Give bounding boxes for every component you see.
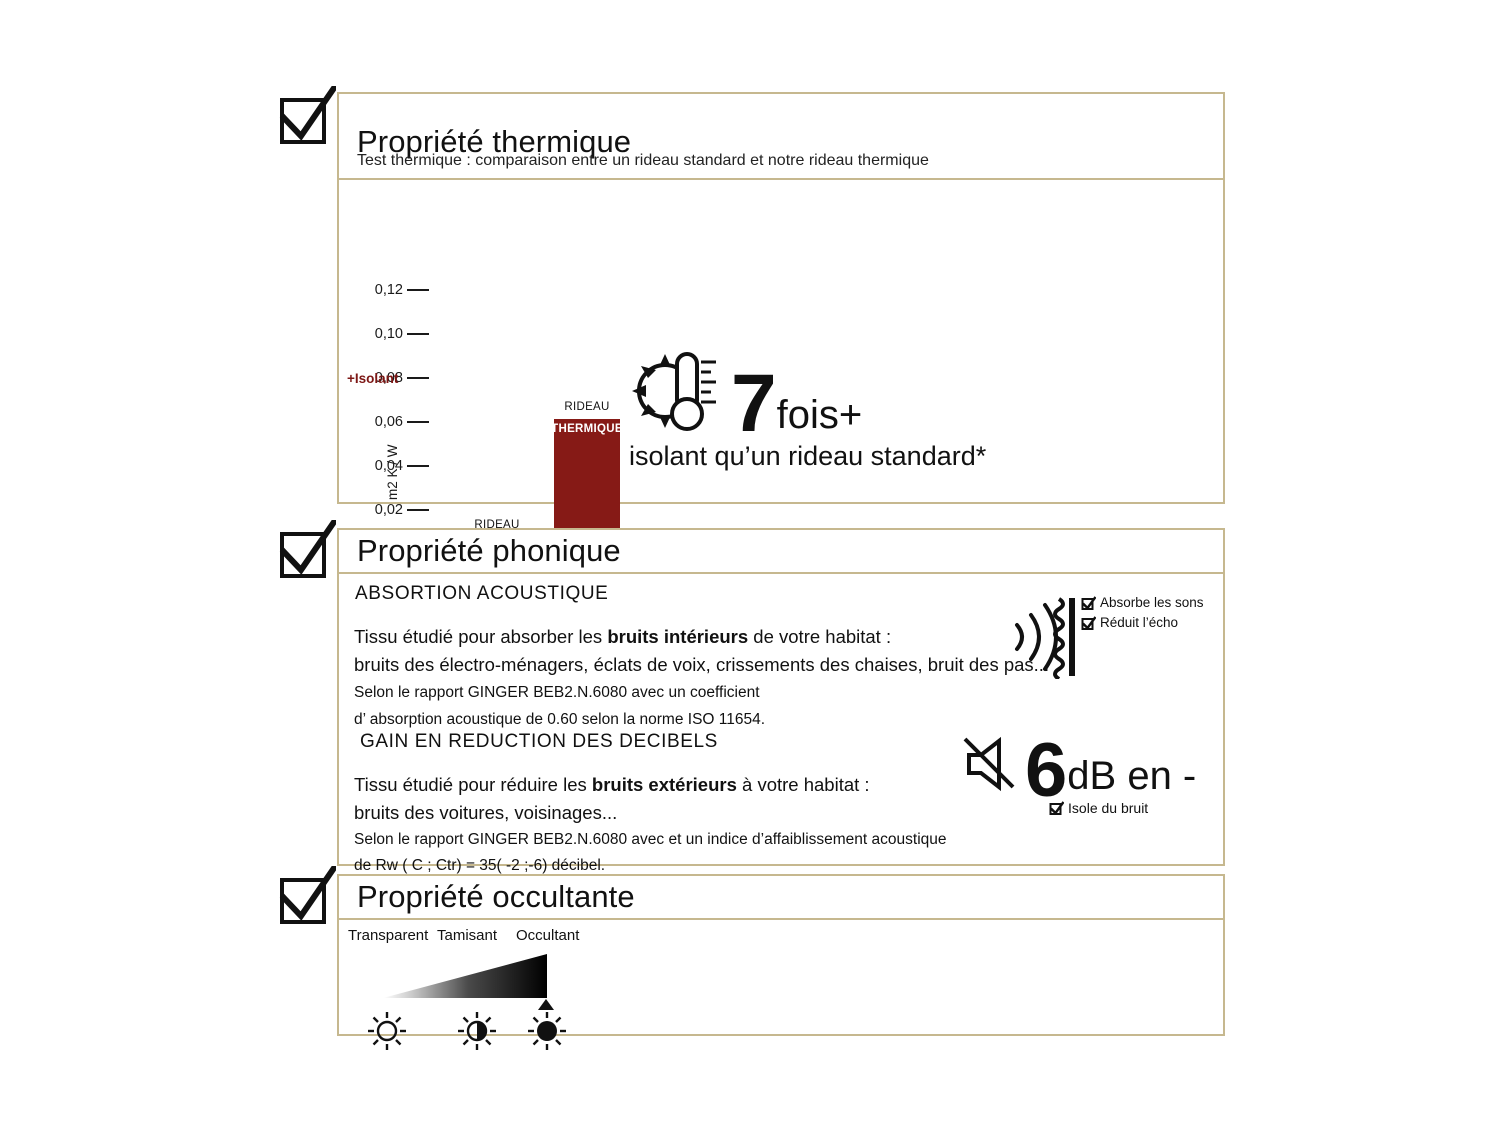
absorption-line-2: bruits des électro-ménagers, éclats de v… — [354, 654, 1050, 675]
decibel-line-1: Tissu étudié pour réduire les bruits ext… — [354, 774, 870, 796]
decibel-value: 6 — [1025, 727, 1068, 813]
thermal-multiplier-value: 7 — [731, 358, 777, 450]
checkmark-box-icon-occultante — [274, 866, 336, 924]
checkmark-box-icon-thermal — [274, 86, 336, 144]
absorption-line-1: Tissu étudié pour absorber les bruits in… — [354, 626, 891, 648]
occultante-label-transparent: Transparent — [348, 927, 429, 944]
checkmark-small-icon-2 — [1081, 615, 1096, 630]
decibel-unit: dB en - — [1067, 754, 1197, 798]
panel-header-phonique: Propriété phonique — [339, 530, 1223, 574]
thermal-highlight-block: 7 fois+ isolant qu’un rideau standard* — [629, 348, 986, 472]
section-head-absorption: ABSORTION ACOUSTIQUE — [355, 583, 609, 604]
occultante-body: Transparent Tamisant Occultant — [339, 920, 1223, 1050]
page-title-phonique: Propriété phonique — [357, 533, 621, 568]
panel-propriete-thermique: Propriété thermique Test thermique : com… — [337, 92, 1225, 579]
decibel-line-1-bold: bruits extérieurs — [591, 774, 737, 795]
ytick-006: 0,06 — [347, 414, 429, 430]
ytick-004: 0,04 — [347, 458, 429, 474]
panel-header-thermal: Propriété thermique Test thermique : com… — [339, 94, 1223, 180]
panel-propriete-phonique: Propriété phonique ABSORTION ACOUSTIQUE … — [337, 528, 1225, 874]
decibel-highlight-block: 6 dB en - Isole du bruit — [961, 727, 1197, 816]
phonique-check-absorbe-label: Absorbe les sons — [1100, 595, 1204, 610]
page-title-occultante: Propriété occultante — [357, 879, 635, 914]
panel-propriete-occultante: Propriété occultante Transparent Tamisan… — [337, 874, 1225, 1050]
absorption-line-1-part-a: Tissu étudié pour absorber les — [354, 626, 608, 647]
sun-thermometer-icon — [629, 348, 721, 439]
thermal-highlight-caption: isolant qu’un rideau standard* — [629, 441, 987, 471]
phonique-check-echo-label: Réduit l’écho — [1100, 615, 1179, 630]
bar-thermique-toplabel: RIDEAU — [564, 401, 610, 413]
absorption-line-3: Selon le rapport GINGER BEB2.N.6080 avec… — [354, 684, 760, 701]
phonique-check-echo: Réduit l’écho — [1081, 615, 1178, 630]
ytick-010: 0,10 — [347, 326, 429, 342]
checkmark-box-icon-phonique — [274, 520, 336, 578]
label-plus-isolant: +Isolant — [347, 371, 399, 386]
soundwave-wall-icon — [1007, 595, 1079, 684]
checkmark-small-icon-3 — [1049, 801, 1065, 815]
decibel-check-isole: Isole du bruit — [1001, 800, 1196, 816]
absorption-line-1-part-c: de votre habitat : — [748, 626, 892, 647]
occultante-label-occultant: Occultant — [516, 927, 580, 944]
sun-empty-icon — [366, 1010, 408, 1057]
page-title-thermal: Propriété thermique — [357, 124, 632, 159]
phonique-body: ABSORTION ACOUSTIQUE Tissu étudié pour a… — [339, 574, 1223, 874]
decibel-line-4: de Rw ( C ; Ctr) = 35( -2 ;-6) décibel. — [354, 857, 606, 874]
sun-full-icon — [526, 1010, 568, 1057]
ytick-008: 0,08 — [347, 370, 429, 386]
ytick-002: 0,02 — [347, 502, 429, 518]
thermal-chart: 0,12 0,10 0,08 0,06 0,04 0,02 0,00 +Isol… — [339, 180, 1223, 579]
phonique-check-absorbe: Absorbe les sons — [1081, 595, 1204, 610]
occultante-label-tamisant: Tamisant — [437, 927, 498, 944]
checkmark-small-icon-1 — [1081, 595, 1096, 610]
thermal-multiplier-unit: fois+ — [776, 393, 863, 437]
decibel-line-2: bruits des voitures, voisinages... — [354, 802, 618, 823]
sun-half-icon — [456, 1010, 498, 1057]
triangle-pointer-icon — [537, 998, 555, 1016]
absorption-line-1-bold: bruits intérieurs — [607, 626, 749, 647]
panel-header-occultante: Propriété occultante — [339, 876, 1223, 920]
opacity-gradient-wedge — [383, 952, 549, 1009]
absorption-line-4: d’ absorption acoustique de 0.60 selon l… — [354, 711, 766, 728]
decibel-check-isole-label: Isole du bruit — [1068, 800, 1149, 816]
chart-y-axis-label: m2 K / W — [385, 444, 400, 500]
panel-subtitle-thermal: Test thermique : comparaison entre un ri… — [357, 152, 929, 169]
bar-thermique-caplabel: THERMIQUE — [551, 419, 623, 438]
ytick-012: 0,12 — [347, 282, 429, 298]
speaker-muted-icon — [961, 735, 1023, 802]
section-head-decibels: GAIN EN REDUCTION DES DECIBELS — [360, 731, 718, 752]
decibel-line-1-part-c: à votre habitat : — [736, 774, 870, 795]
decibel-line-3: Selon le rapport GINGER BEB2.N.6080 avec… — [354, 831, 947, 848]
decibel-line-1-part-a: Tissu étudié pour réduire les — [354, 774, 592, 795]
